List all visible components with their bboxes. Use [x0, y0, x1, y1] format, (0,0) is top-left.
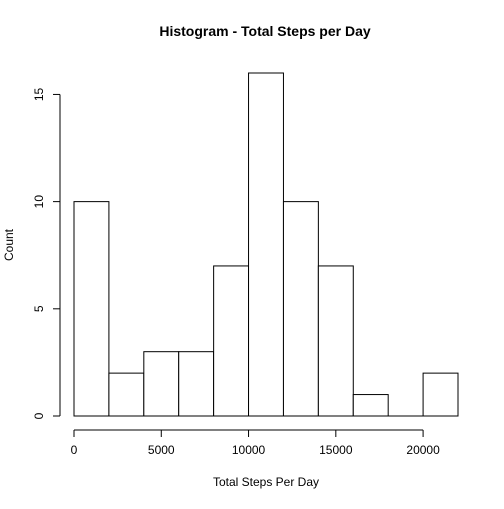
histogram-bar — [248, 72, 284, 417]
histogram-bar — [178, 351, 215, 417]
histogram-bar — [73, 201, 110, 417]
x-tick-label: 15000 — [319, 443, 353, 457]
histogram-bar — [422, 372, 459, 417]
histogram-bar — [317, 265, 354, 417]
x-tick-label: 20000 — [406, 443, 440, 457]
chart-title: Histogram - Total Steps per Day — [159, 23, 371, 39]
y-axis: 0 5 10 15 — [32, 87, 61, 419]
y-tick-label: 15 — [32, 87, 46, 101]
histogram-bar — [108, 372, 145, 417]
y-axis-label: Count — [2, 228, 16, 261]
y-tick-label: 5 — [32, 305, 46, 312]
x-axis-label: Total Steps Per Day — [213, 475, 319, 489]
x-tick-label: 10000 — [232, 443, 266, 457]
y-tick-label: 0 — [32, 412, 46, 419]
y-tick-label: 10 — [32, 195, 46, 209]
bars-layer — [73, 72, 459, 417]
histogram-bar — [352, 394, 389, 417]
histogram-bar — [282, 201, 319, 417]
histogram-bar — [143, 351, 180, 417]
x-tick-label: 0 — [71, 443, 78, 457]
histogram-bar — [213, 265, 250, 417]
x-tick-label: 5000 — [148, 443, 175, 457]
x-axis: 0 5000 10000 15000 20000 — [71, 429, 440, 457]
